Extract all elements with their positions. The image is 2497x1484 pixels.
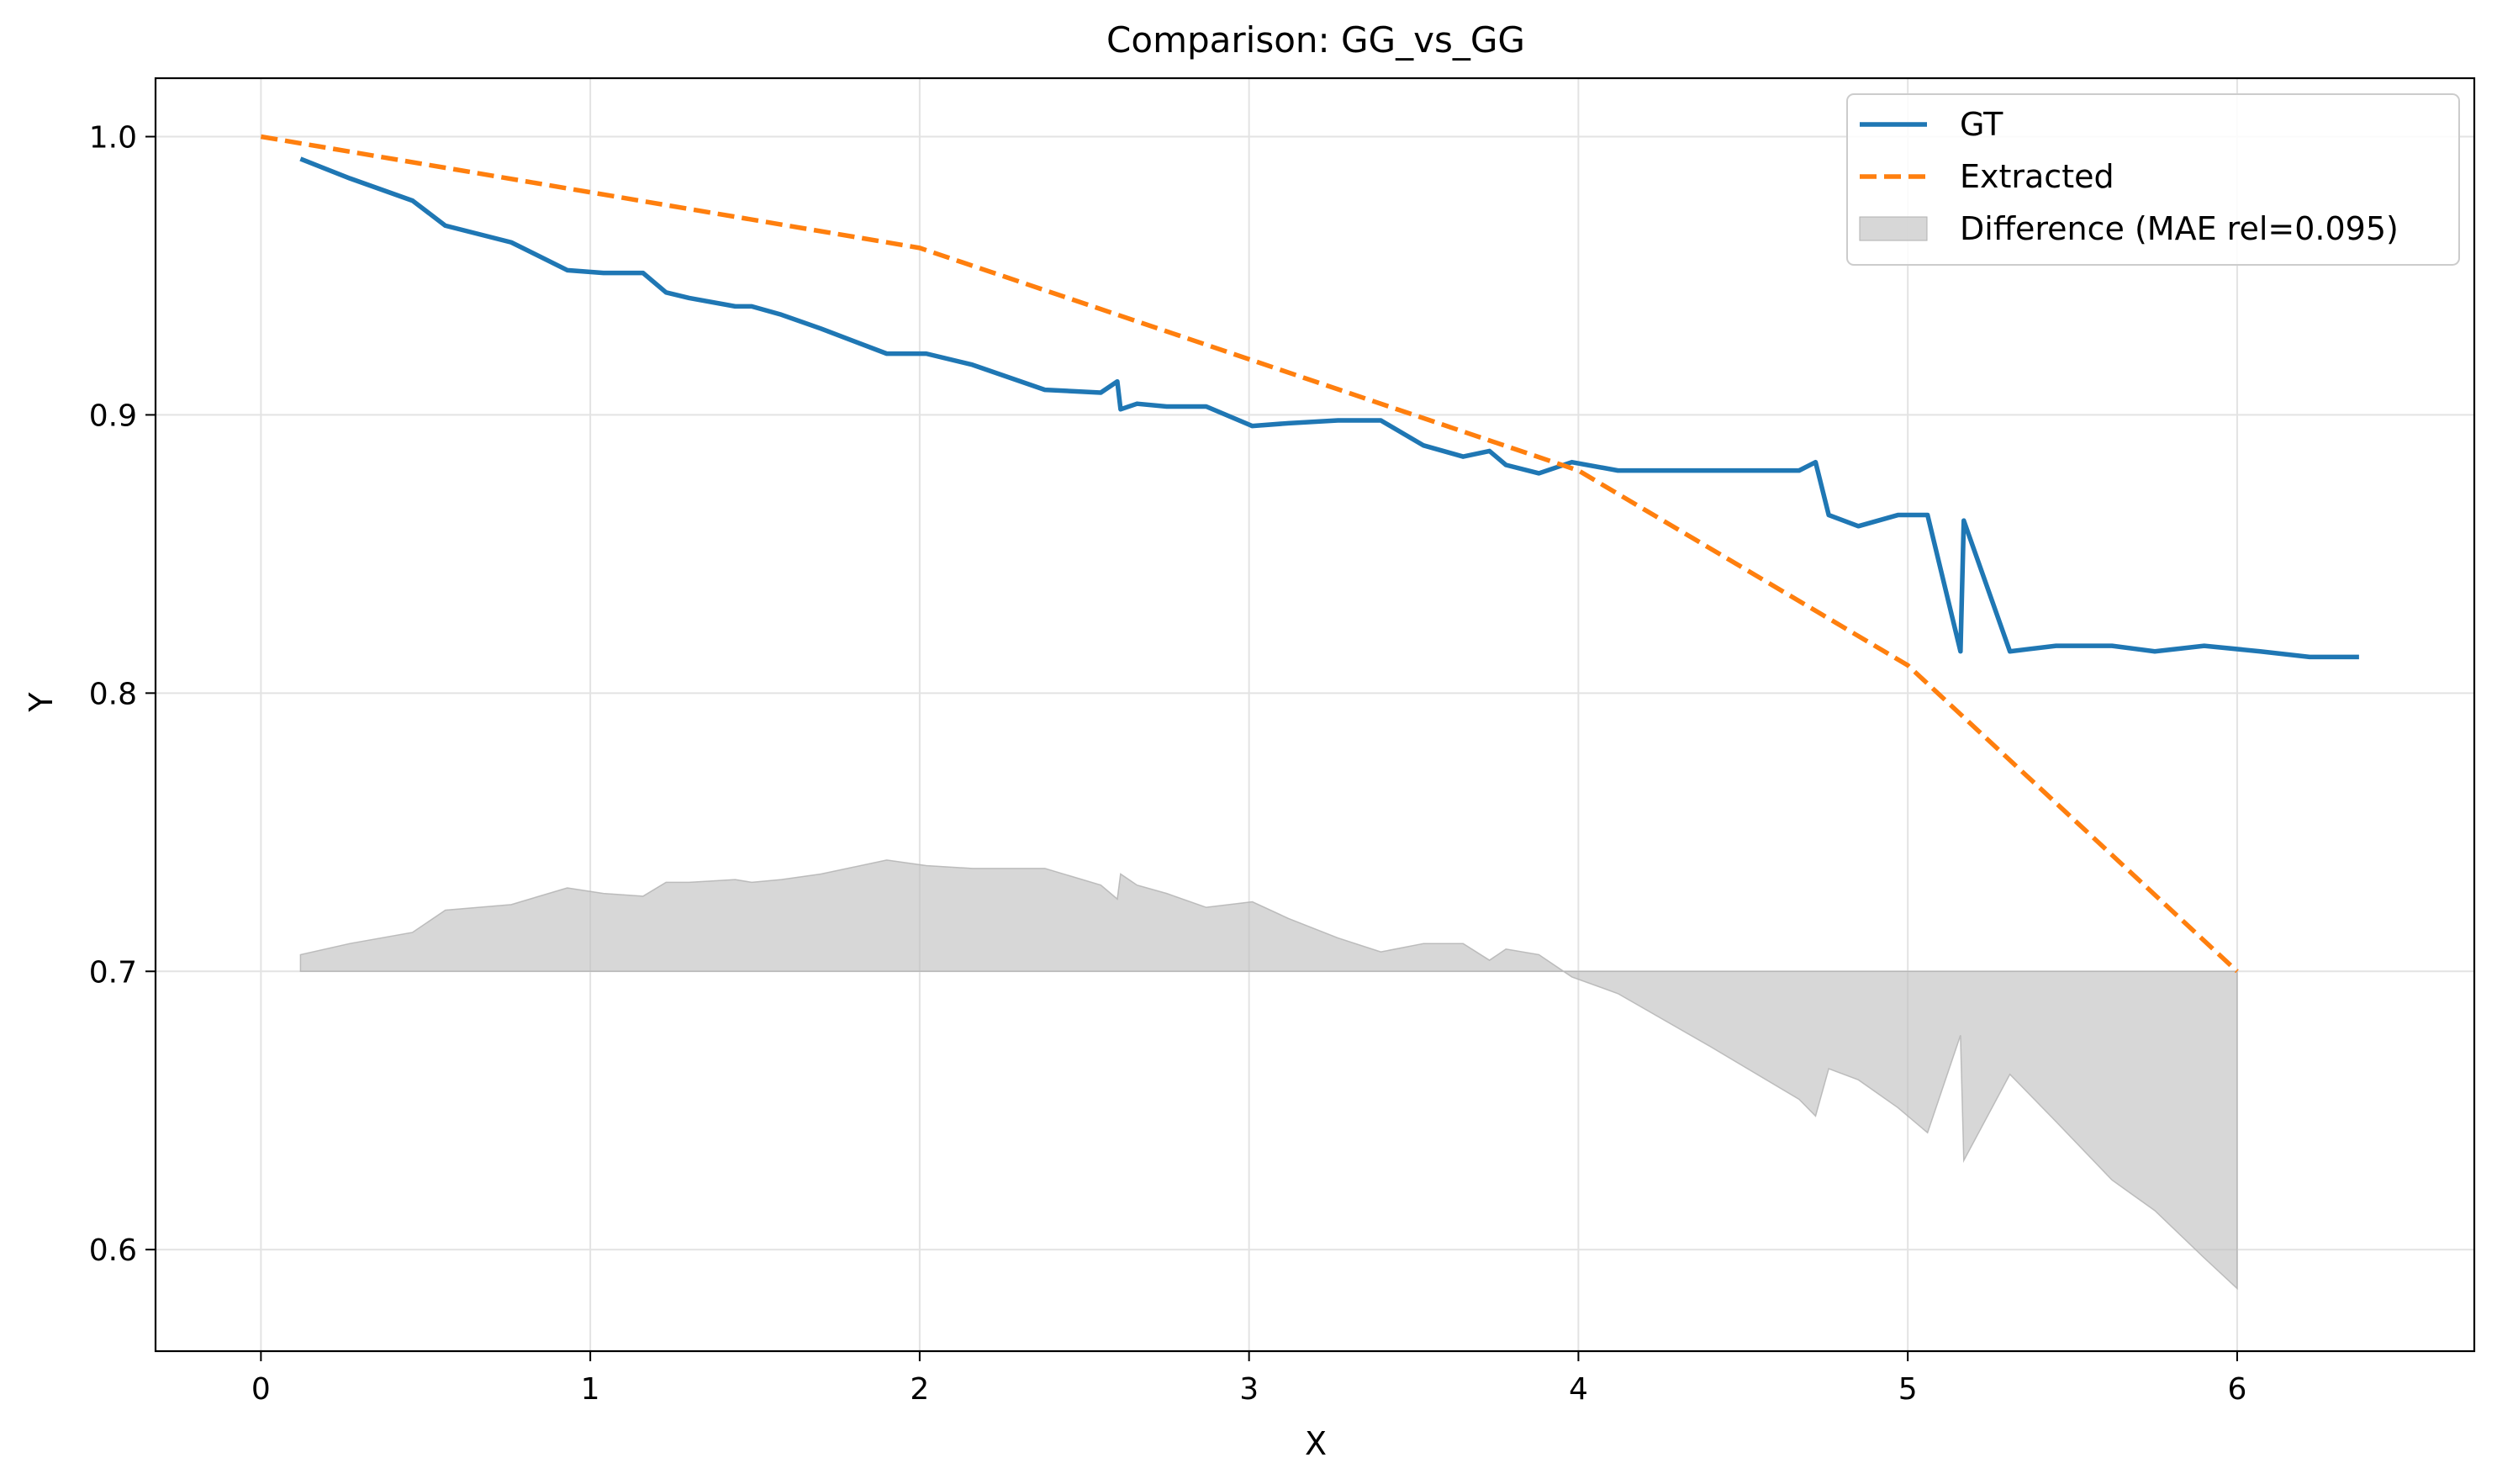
x-tick-label: 4: [1569, 1372, 1588, 1407]
difference-fill: [299, 859, 2238, 1291]
legend: GT Extracted Difference (MAE rel=0.095): [1846, 93, 2460, 266]
y-axis-label: Y: [23, 692, 60, 713]
y-tick-label: 0.6: [89, 1233, 137, 1268]
x-tick-label: 1: [581, 1372, 600, 1407]
legend-label: Extracted: [1960, 158, 2114, 195]
legend-label: GT: [1960, 106, 2003, 143]
legend-swatch-difference: [1859, 216, 1928, 241]
y-tick-label: 0.7: [89, 955, 137, 990]
y-tick-label: 1.0: [89, 120, 137, 155]
plot-frame: [154, 77, 2476, 1353]
y-tick-label: 0.8: [89, 677, 137, 711]
x-axis-ticks: 0 1 2 3 4 5 6: [251, 1351, 2246, 1407]
x-tick-label: 3: [1239, 1372, 1259, 1407]
legend-box: [1846, 93, 2460, 266]
chart-title: Comparison: GG_vs_GG: [1106, 19, 1525, 61]
extracted-line: [260, 134, 2239, 974]
difference-area: [299, 859, 2238, 1291]
legend-label: Difference (MAE rel=0.095): [1960, 210, 2399, 247]
x-tick-label: 5: [1898, 1372, 1918, 1407]
gt-line: [299, 156, 2359, 660]
x-tick-label: 6: [2227, 1372, 2246, 1407]
y-axis-ticks: 0.6 0.7 0.8 0.9 1.0: [89, 120, 156, 1268]
series-lines: [260, 134, 2359, 974]
y-tick-label: 0.9: [89, 399, 137, 433]
x-tick-label: 0: [251, 1372, 271, 1407]
x-tick-label: 2: [910, 1372, 929, 1407]
x-axis-label: X: [1305, 1425, 1327, 1462]
